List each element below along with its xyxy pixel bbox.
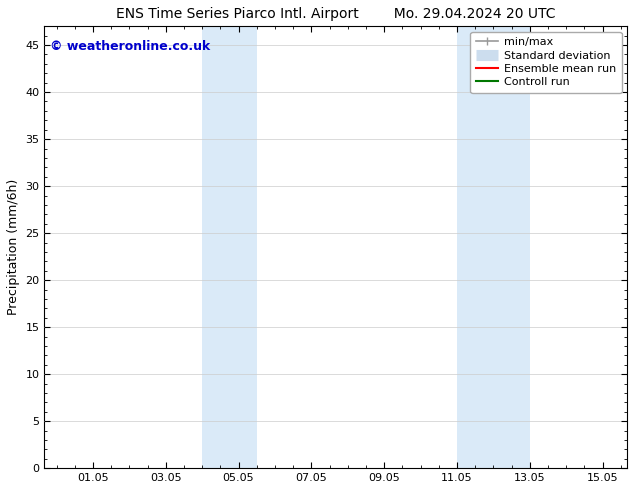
Bar	[457, 26, 530, 468]
Text: © weatheronline.co.uk: © weatheronline.co.uk	[50, 40, 210, 52]
Title: ENS Time Series Piarco Intl. Airport        Mo. 29.04.2024 20 UTC: ENS Time Series Piarco Intl. Airport Mo.…	[116, 7, 555, 21]
Legend: min/max, Standard deviation, Ensemble mean run, Controll run: min/max, Standard deviation, Ensemble me…	[470, 32, 621, 93]
Y-axis label: Precipitation (mm/6h): Precipitation (mm/6h)	[7, 179, 20, 316]
Bar	[202, 26, 257, 468]
